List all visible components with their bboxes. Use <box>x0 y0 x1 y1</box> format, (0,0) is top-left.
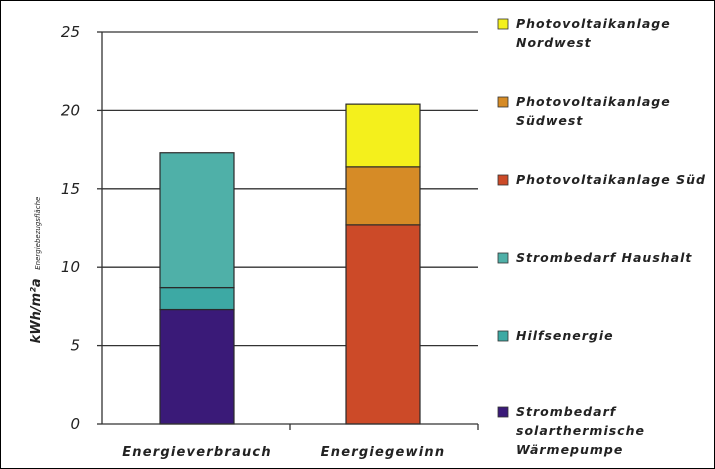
legend-label: Wärmepumpe <box>516 442 623 457</box>
legend-item: Strombedarf Haushalt <box>497 250 692 265</box>
bar-segment-energieverbrauch-0 <box>159 308 235 425</box>
x-category-labels: Energieverbrauch Energiegewinn <box>122 445 446 460</box>
bar-segment-energiegewinn-3 <box>345 224 421 425</box>
legend-item: Photovoltaikanlage Nordwest <box>497 16 671 50</box>
y-axis-sub-label: Energiebezugsfläche <box>34 197 42 270</box>
legend-label: Strombedarf <box>516 404 617 419</box>
bar-segment-energieverbrauch-1 <box>159 286 235 311</box>
legend-swatch <box>497 174 509 186</box>
y-axis-label: kWh/m²a Energiebezugsfläche <box>29 197 44 344</box>
legend-swatch <box>497 330 509 342</box>
y-tick-label: 20 <box>61 101 80 119</box>
bar-segment-energiegewinn-4 <box>345 166 421 226</box>
legend: PhotovoltaikanlageNordwestPhotovoltaikan… <box>497 16 706 457</box>
bars <box>159 103 421 425</box>
legend-swatch <box>497 252 509 264</box>
y-tick-label: 25 <box>61 23 80 41</box>
legend-item: Photovoltaikanlage Süd <box>497 172 706 187</box>
y-tick-label: 5 <box>70 337 80 355</box>
legend-item: Hilfsenergie <box>497 328 614 343</box>
legend-swatch <box>497 96 509 108</box>
grid <box>102 31 478 347</box>
legend-label: Photovoltaikanlage <box>516 16 671 31</box>
y-tick-label: 15 <box>61 180 80 198</box>
legend-label: solarthermische <box>516 423 645 438</box>
legend-item: Photovoltaikanlage Südwest <box>497 94 671 128</box>
legend-label: Südwest <box>516 113 583 128</box>
legend-label: Hilfsenergie <box>516 328 614 343</box>
legend-label: Strombedarf Haushalt <box>516 250 692 265</box>
legend-label: Nordwest <box>516 35 592 50</box>
legend-swatch <box>497 18 509 30</box>
x-category-label: Energieverbrauch <box>122 445 272 460</box>
y-tick-labels: 0 5 10 15 20 25 <box>61 23 80 433</box>
x-category-label: Energiegewinn <box>321 445 446 460</box>
y-axis-unit: kWh/m²a <box>29 278 44 343</box>
bar-segment-energieverbrauch-2 <box>159 152 235 289</box>
legend-label: Photovoltaikanlage Süd <box>516 172 706 187</box>
legend-label: Photovoltaikanlage <box>516 94 671 109</box>
axes <box>97 31 479 430</box>
y-tick-label: 0 <box>70 415 80 433</box>
legend-item: Strombedarf solarthermische Wärmepumpe <box>497 404 645 457</box>
bar-segment-energiegewinn-5 <box>345 103 421 168</box>
y-tick-label: 10 <box>61 258 80 276</box>
legend-swatch <box>497 406 509 418</box>
